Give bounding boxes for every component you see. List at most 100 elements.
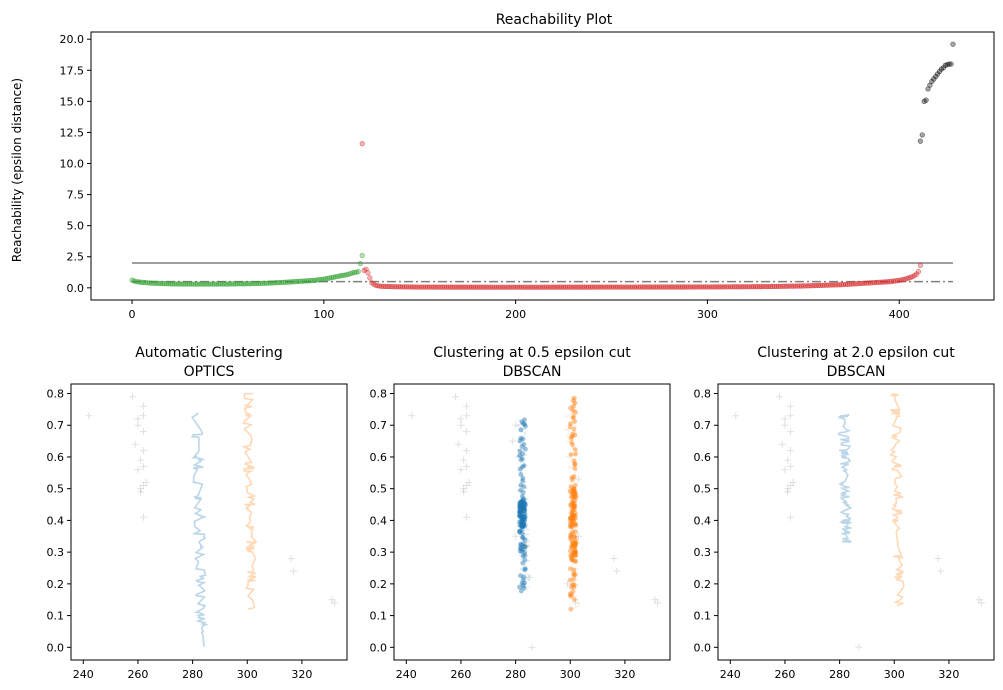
cluster-point [570, 477, 575, 483]
reachability-point [564, 284, 571, 290]
noise-marker [732, 412, 740, 420]
cluster-point [519, 501, 525, 506]
cluster-point [569, 508, 575, 514]
noise-marker [457, 466, 465, 474]
reachability-point [582, 284, 588, 290]
cluster-point [522, 503, 528, 508]
cluster-point [571, 414, 576, 419]
cluster-point [520, 475, 526, 481]
cluster-point [572, 540, 578, 546]
cluster-point [522, 501, 527, 506]
reachability-point [133, 279, 139, 285]
reachability-point [476, 284, 482, 290]
reachability-point [307, 278, 314, 284]
noise-marker [462, 462, 470, 470]
reachability-point [455, 284, 461, 290]
y-tick-label: 0.3 [694, 546, 712, 559]
reachability-point [261, 280, 267, 286]
cluster-point [571, 551, 576, 556]
reachability-point [432, 284, 438, 290]
cluster-point [569, 439, 575, 445]
reachability-point [691, 284, 697, 290]
cluster-point [518, 508, 524, 514]
cluster-point [519, 513, 525, 519]
plot-area: 0 100 200 300 400 0.0 2.5 5.0 7.5 10.0 12.5 15.0 17.… [60, 33, 956, 321]
reachability-point [896, 277, 902, 283]
cluster-point [571, 504, 577, 510]
reachability-point [900, 276, 906, 283]
reachability-point [674, 284, 680, 290]
noise-marker [331, 599, 339, 607]
reachability-point [173, 281, 179, 287]
cluster-point [573, 410, 578, 415]
reachability-point [443, 284, 450, 290]
cluster-point [567, 488, 573, 494]
cluster-point [519, 516, 525, 522]
cluster-point [572, 493, 577, 499]
cluster-point [572, 559, 578, 564]
cluster-point [570, 576, 576, 582]
reachability-point [681, 284, 688, 290]
cluster-point [520, 523, 525, 529]
chart-title-line2: DBSCAN [827, 364, 886, 380]
reachability-point [327, 275, 333, 281]
reachability-point [541, 284, 548, 290]
reachability-point [334, 273, 340, 280]
cluster-point [568, 592, 574, 598]
reachability-point [616, 284, 622, 290]
noise-marker [139, 402, 147, 410]
reachability-point [206, 281, 212, 287]
reachability-point [390, 284, 396, 290]
reachability-point [144, 280, 150, 286]
reachability-point [747, 284, 753, 290]
cluster-point [517, 512, 522, 518]
reachability-point [829, 282, 835, 288]
cluster-point [573, 521, 578, 527]
reachability-point [225, 281, 231, 287]
cluster-point [570, 513, 575, 519]
cluster-point [569, 434, 575, 440]
cluster-point [518, 435, 524, 441]
cluster-point [520, 522, 525, 528]
cluster-point [569, 499, 575, 505]
cluster-point [522, 446, 528, 452]
reachability-point [898, 277, 904, 283]
y-tick-label: 0.5 [694, 483, 712, 496]
reachability-point [704, 284, 711, 290]
reachability-point [856, 280, 862, 287]
y-tick-label: 0.1 [370, 610, 388, 623]
cluster-point [520, 515, 526, 521]
reachability-point [666, 284, 672, 290]
noise-marker [975, 596, 983, 604]
cluster-point [568, 552, 574, 558]
cluster-point [571, 597, 577, 602]
cluster-point [522, 544, 528, 550]
y-tick-label: 0.6 [694, 451, 712, 464]
reachability-point [342, 272, 348, 278]
reachability-point [528, 284, 534, 290]
reachability-point [791, 283, 797, 289]
noise-marker [784, 456, 792, 464]
y-tick-label: 17.5 [60, 64, 85, 77]
reachability-point [426, 284, 432, 290]
cluster-point [518, 506, 524, 512]
reachability-point [557, 284, 563, 290]
cluster-point [571, 582, 577, 588]
reachability-point [589, 284, 595, 290]
y-tick-label: 0.8 [370, 388, 388, 401]
cluster-point [572, 462, 578, 468]
reachability-point [449, 284, 455, 290]
cluster-point [569, 514, 575, 520]
cluster-point [519, 499, 525, 505]
cluster-point [522, 516, 528, 522]
cluster-point [570, 431, 576, 437]
cluster-point [520, 518, 526, 524]
cluster-point [571, 543, 577, 549]
chart-title: Reachability Plot [496, 12, 613, 28]
reachability-point [486, 284, 492, 290]
reachability-point [200, 281, 206, 287]
cluster-point [569, 475, 575, 480]
reachability-point [566, 284, 572, 290]
reachability-point [482, 284, 488, 290]
y-tick-label: 0.4 [370, 514, 388, 527]
